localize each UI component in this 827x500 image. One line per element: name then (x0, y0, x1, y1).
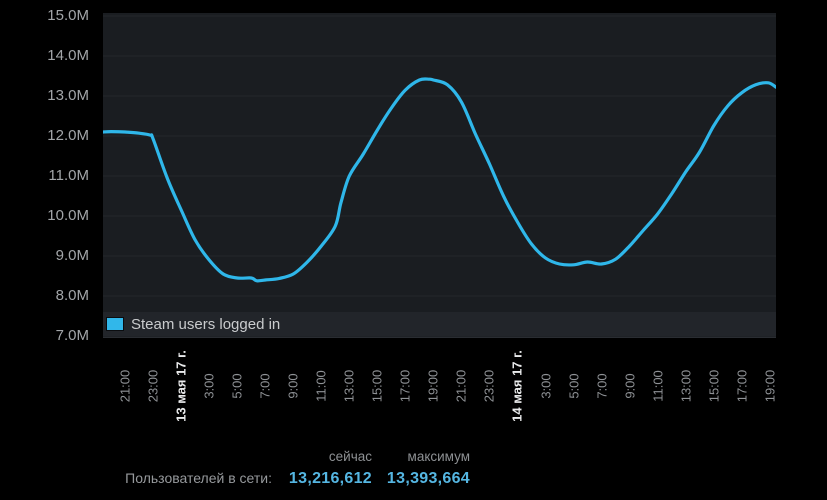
series-legend-label: Steam users logged in (131, 315, 281, 333)
stat-max-value: 13,393,664 (386, 470, 470, 487)
users-online-line-chart[interactable] (103, 13, 776, 337)
x-axis-tick-label: 21:00 (453, 369, 469, 403)
y-axis-tick-label: 12.0M (47, 127, 89, 144)
y-axis-tick-label: 10.0M (47, 207, 89, 224)
x-axis-tick-label: 9:00 (622, 373, 638, 399)
x-axis-tick-label: 19:00 (762, 369, 778, 403)
series-color-swatch (106, 317, 124, 331)
x-axis-tick-label: 5:00 (229, 373, 245, 399)
stats-value-row: Пользователей в сети: 13,216,612 13,393,… (0, 470, 480, 488)
stat-now-value: 13,216,612 (288, 470, 372, 487)
y-axis-tick-label: 14.0M (47, 47, 89, 64)
x-axis-tick-label: 15:00 (706, 369, 722, 403)
y-axis-tick-label: 7.0M (55, 327, 89, 344)
stat-header-now: сейчас (328, 449, 372, 464)
stat-header-max: максимум (407, 449, 470, 464)
x-axis-tick-label: 3:00 (538, 373, 553, 399)
x-axis-tick-label: 7:00 (257, 373, 273, 399)
y-axis-tick-label: 8.0M (55, 287, 89, 304)
x-axis-tick-label: 17:00 (734, 369, 750, 403)
x-axis-tick-label: 13:00 (678, 369, 694, 403)
x-axis-tick-label: 7:00 (594, 373, 610, 399)
x-axis-tick-label: 13:00 (341, 369, 357, 403)
x-axis-tick-label: 11:00 (650, 370, 666, 402)
x-axis-tick-label: 5:00 (566, 373, 582, 399)
y-axis-tick-label: 15.0M (47, 7, 89, 24)
x-axis-date-label: 14 мая 17 г. (509, 350, 525, 422)
y-axis-tick-label: 13.0M (47, 87, 89, 104)
x-axis-tick-label: 11:00 (313, 370, 329, 402)
x-axis-tick-label: 23:00 (145, 369, 161, 403)
x-axis-tick-label: 23:00 (481, 369, 497, 403)
chart-plot-area[interactable]: Steam users logged in (103, 13, 776, 338)
x-axis-tick-label: 9:00 (285, 373, 301, 399)
x-axis-tick-label: 19:00 (425, 369, 441, 403)
x-axis-tick-label: 3:00 (201, 373, 217, 399)
x-axis-tick-label: 15:00 (369, 369, 385, 403)
stat-row-label: Пользователей в сети: (125, 470, 272, 486)
y-axis-tick-label: 9.0M (55, 247, 89, 264)
x-axis-tick-label: 21:00 (117, 369, 133, 403)
chart-legend: Steam users logged in (103, 312, 776, 336)
y-axis-tick-label: 11.0M (48, 167, 89, 184)
x-axis-date-label: 13 мая 17 г. (173, 350, 189, 422)
series-line (103, 77, 776, 283)
stats-header-row: сейчас максимум (0, 449, 480, 467)
x-axis-tick-label: 17:00 (397, 369, 413, 403)
